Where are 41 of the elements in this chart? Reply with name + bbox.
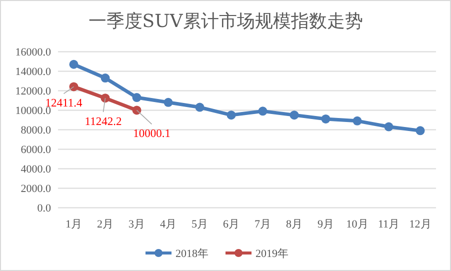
x-tick-label: 9月 [318,218,334,231]
y-tick-label: 0.0 [37,202,52,215]
point [132,106,142,115]
point [321,114,330,124]
x-tick-label: 3月 [128,218,145,231]
x-tick-label: 4月 [160,218,176,231]
point [69,82,78,92]
legend-label: 2018年 [176,248,208,260]
point [258,106,268,116]
y-tick-label: 2000.0 [20,183,52,196]
y-tick-label: 4000.0 [20,164,52,176]
x-tick-label: 6月 [223,218,240,231]
legend-label: 2019年 [256,248,288,260]
y-tick-label: 14000.0 [15,66,52,78]
x-tick-label: 2月 [97,218,114,231]
x-tick-label: 10月 [346,218,368,231]
y-tick-label: 16000.0 [15,46,52,59]
x-tick-label: 5月 [192,218,208,231]
point [226,110,236,120]
y-tick-label: 12000.0 [15,86,52,98]
point [69,60,78,69]
y-tick-label: 6000.0 [20,144,52,156]
x-tick-label: 8月 [286,218,302,231]
x-tick-label: 12月 [409,218,432,231]
point [132,93,142,102]
point [416,126,425,136]
point [100,74,110,83]
point [100,94,110,103]
title: 一季度SUV累计市场规模指数走势 [88,11,363,32]
point [384,122,394,132]
x-tick-label: 1月 [66,218,82,231]
y-tick-label: 8000.0 [20,124,52,137]
point [164,98,173,107]
point [352,116,362,126]
y-tick-label: 10000.0 [15,105,52,118]
x-tick-label: 11月 [378,218,400,231]
data-label: 10000.1 [133,128,171,140]
point [290,110,299,120]
point [195,102,204,112]
x-tick-label: 7月 [254,218,271,231]
data-label: 11242.2 [84,116,122,128]
